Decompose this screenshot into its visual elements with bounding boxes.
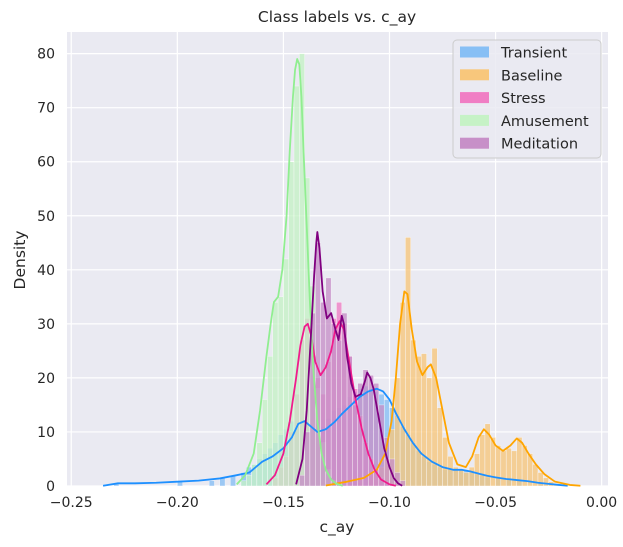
kde-line-baseline bbox=[325, 290, 581, 487]
x-tick-label: −0.25 bbox=[50, 495, 93, 511]
legend-label-meditation: Meditation bbox=[501, 137, 578, 153]
histogram-bar bbox=[410, 339, 417, 487]
x-tick-label: −0.05 bbox=[474, 495, 517, 511]
histogram-bar bbox=[426, 377, 433, 487]
histogram-bar bbox=[437, 407, 443, 487]
x-tick-label: −0.15 bbox=[262, 495, 305, 511]
y-tick-label: 60 bbox=[37, 155, 55, 171]
histogram-bar bbox=[405, 237, 411, 487]
legend-swatch-stress bbox=[460, 92, 489, 104]
histogram-bar bbox=[336, 339, 342, 487]
legend-swatch-meditation bbox=[460, 137, 489, 149]
x-tick-label: −0.20 bbox=[156, 495, 199, 511]
histogram-bar bbox=[516, 437, 523, 487]
histogram-bar bbox=[543, 477, 549, 487]
y-tick-labels: 0 10 20 30 40 50 60 70 80 bbox=[37, 47, 55, 495]
y-tick-label: 40 bbox=[37, 263, 55, 279]
kde-line-amusement bbox=[236, 58, 344, 487]
histogram-bar bbox=[325, 277, 332, 487]
histogram-bar bbox=[442, 437, 449, 487]
histogram-bar bbox=[463, 472, 470, 487]
histogram-bar bbox=[479, 434, 486, 487]
histogram-bar bbox=[415, 356, 422, 487]
histogram-bar bbox=[272, 302, 279, 487]
y-tick-label: 30 bbox=[37, 317, 55, 333]
histogram-bar bbox=[447, 456, 454, 487]
legend-label-amusement: Amusement bbox=[501, 114, 589, 130]
histogram-bar bbox=[399, 480, 406, 487]
histogram-bar bbox=[399, 302, 406, 487]
histogram-bar bbox=[246, 474, 252, 487]
chart-title: Class labels vs. c_ay bbox=[258, 8, 416, 27]
histogram-bar bbox=[495, 445, 502, 487]
y-axis-label: Density bbox=[11, 231, 29, 290]
y-tick-label: 70 bbox=[37, 101, 55, 117]
histogram-bar bbox=[394, 377, 401, 487]
histogram-bar bbox=[267, 356, 273, 487]
kde-line-meditation bbox=[295, 231, 403, 487]
kde-line-transient bbox=[102, 387, 568, 487]
y-tick-label: 80 bbox=[37, 47, 55, 63]
histogram-bar bbox=[208, 480, 215, 487]
histogram-bar bbox=[261, 399, 268, 487]
histogram-bar bbox=[352, 404, 358, 487]
legend-swatch-transient bbox=[460, 46, 489, 58]
legend-box bbox=[452, 39, 602, 159]
histogram-bar bbox=[468, 466, 475, 487]
x-tick-labels: −0.25 −0.20 −0.15 −0.10 −0.05 0.00 bbox=[50, 495, 617, 511]
y-tick-label: 10 bbox=[37, 425, 55, 441]
x-tick-label: 0.00 bbox=[586, 495, 617, 511]
histogram-bar bbox=[304, 431, 311, 487]
x-axis-label: c_ay bbox=[320, 518, 355, 537]
legend-label-stress: Stress bbox=[501, 91, 546, 107]
histogram-meditation bbox=[299, 242, 406, 487]
histogram-bar bbox=[299, 474, 305, 487]
legend-swatch-amusement bbox=[460, 114, 489, 126]
legend-swatch-baseline bbox=[460, 69, 489, 81]
histogram-bar bbox=[474, 453, 480, 487]
kde-curves bbox=[102, 58, 581, 487]
legend: Transient Baseline Stress Amusement Meditati… bbox=[452, 39, 602, 159]
y-tick-label: 50 bbox=[37, 209, 55, 225]
legend-label-baseline: Baseline bbox=[501, 68, 563, 84]
histogram-bar bbox=[500, 450, 507, 487]
kde-line-stress bbox=[265, 320, 397, 487]
histogram-bar bbox=[240, 480, 247, 487]
y-tick-label: 0 bbox=[46, 479, 55, 495]
histogram-bar bbox=[458, 469, 464, 487]
y-tick-label: 20 bbox=[37, 371, 55, 387]
legend-label-transient: Transient bbox=[500, 46, 567, 62]
x-tick-label: −0.10 bbox=[368, 495, 411, 511]
